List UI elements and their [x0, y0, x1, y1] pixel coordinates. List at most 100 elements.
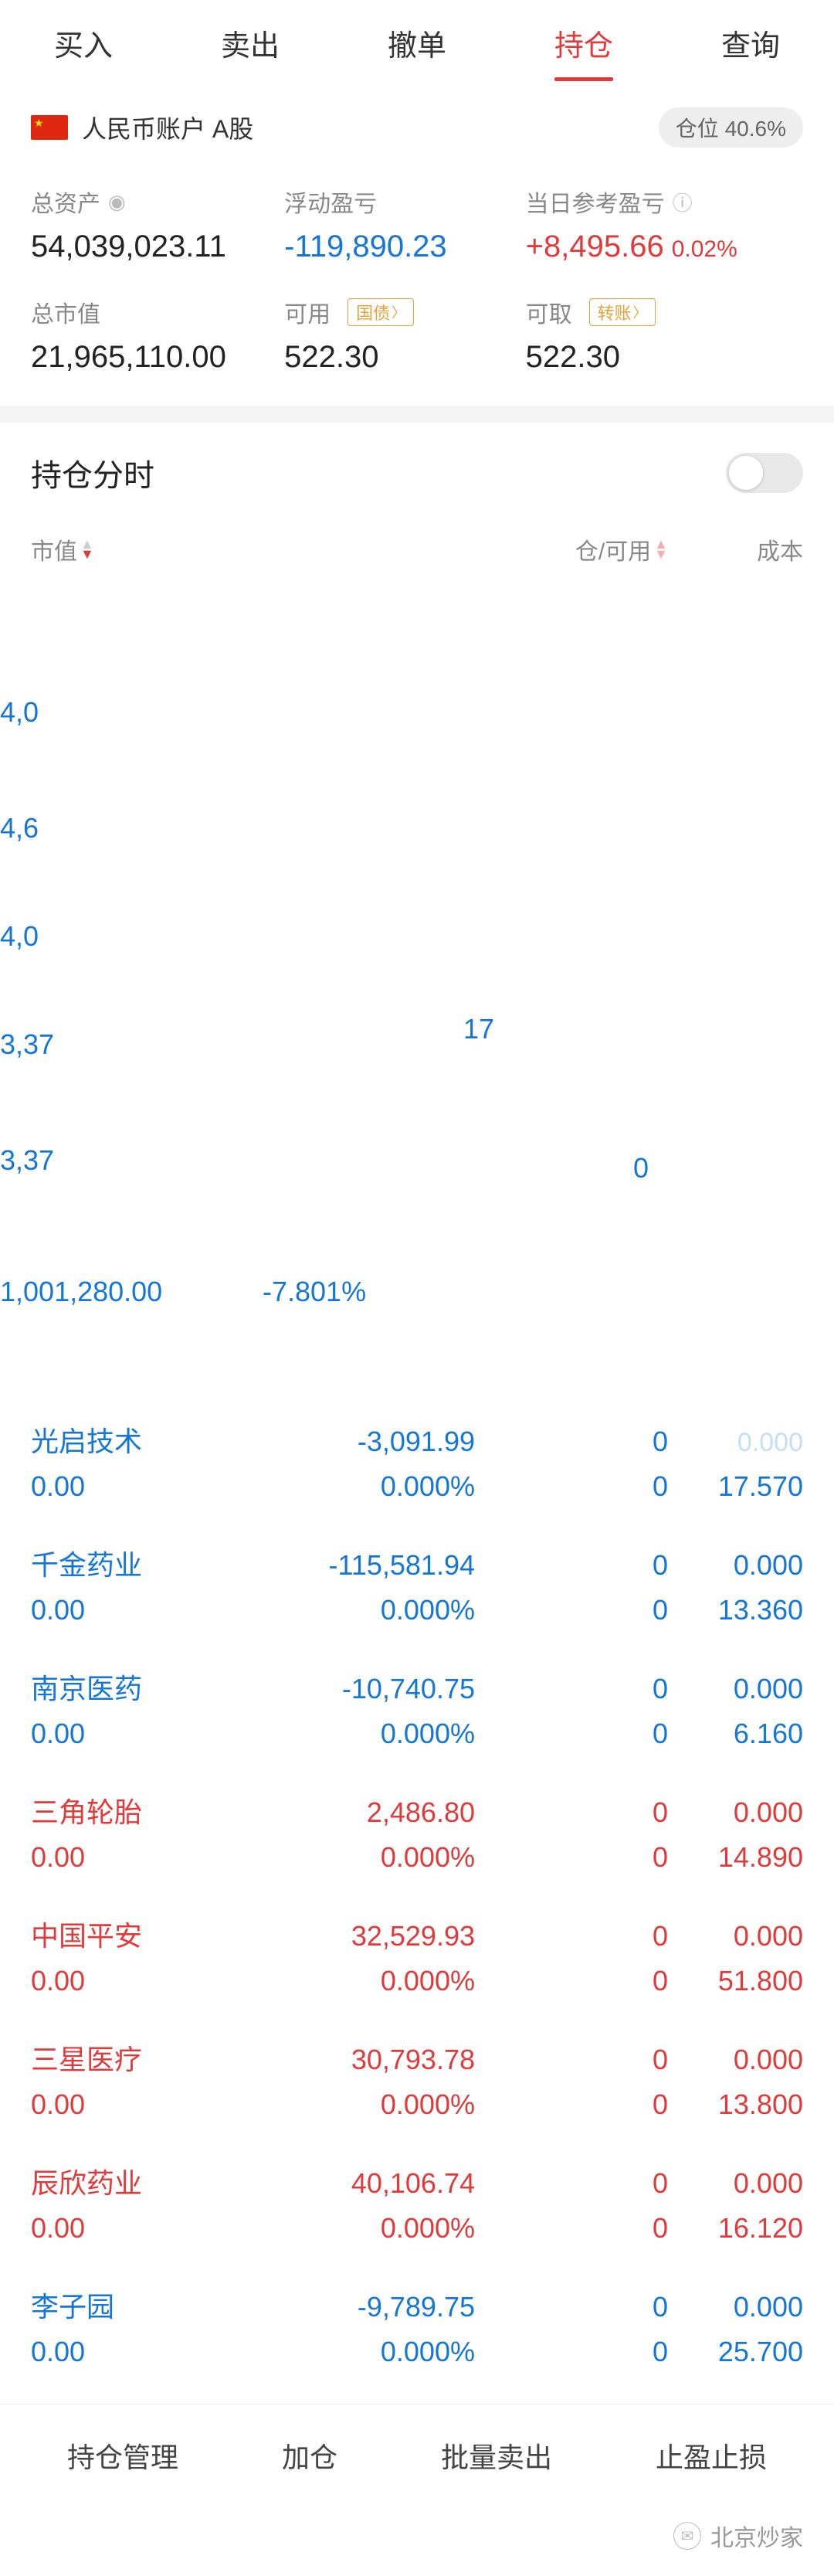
total-mkt-label: 总市值 — [31, 295, 284, 329]
tab-sell[interactable]: 卖出 — [213, 22, 287, 73]
cost1: 0.000 — [668, 2167, 803, 2200]
pl-value: -3,091.99 — [282, 1426, 475, 1458]
stock-name: 南京医药 — [31, 1667, 282, 1707]
qty2: 0 — [475, 2336, 668, 2368]
cost2: 25.700 — [668, 2336, 803, 2368]
pct: 0.000% — [282, 2336, 475, 2368]
qty2: 0 — [475, 2212, 668, 2245]
pct: 0.000% — [282, 1470, 475, 1503]
redacted-fragment: 0 — [633, 1152, 649, 1184]
cost2: 14.890 — [668, 1841, 803, 1874]
stock-name: 中国平安 — [31, 1914, 282, 1954]
col-qty[interactable]: 仓/可用▲▼ — [475, 532, 668, 566]
withdrawable-value: 522.30 — [526, 340, 803, 375]
mkt-value: 0.00 — [31, 1718, 282, 1750]
column-headers: 市值▲▼ 仓/可用▲▼ 成本 — [0, 523, 834, 580]
cost2: 17.570 — [668, 1470, 803, 1503]
cost1: 0.000 — [668, 1673, 803, 1705]
mkt-value: 0.00 — [31, 1594, 282, 1626]
cost1: 0.000 — [668, 1796, 803, 1829]
float-pl-label: 浮动盈亏 — [284, 185, 526, 219]
cost2: 51.800 — [668, 1965, 803, 1997]
holding-row[interactable]: 南京医药-10,740.7500.0000.000.000%06.160 — [31, 1647, 803, 1770]
holding-row[interactable]: 千金药业-115,581.9400.000 0.000.000%013.360 — [31, 1523, 803, 1647]
qty1: 0 — [475, 2044, 668, 2076]
tab-position[interactable]: 持仓 — [547, 22, 621, 73]
holding-row[interactable]: 三角轮胎2,486.8000.0000.000.000%014.890 — [31, 1770, 803, 1894]
stock-name: 辰欣药业 — [31, 2161, 282, 2201]
redacted-fragment: 4,0 — [0, 920, 39, 953]
qty1: 0 — [475, 1426, 668, 1458]
tab-query[interactable]: 查询 — [714, 22, 788, 73]
section-title: 持仓分时 — [31, 450, 154, 495]
col-cost[interactable]: 成本 — [668, 532, 803, 566]
pl-value: 2,486.80 — [282, 1796, 475, 1829]
transfer-button[interactable]: 转账〉 — [589, 298, 656, 326]
available-value: 522.30 — [284, 340, 526, 375]
cost1: 0.000 — [668, 1428, 803, 1458]
holding-row[interactable]: 辰欣药业40,106.7400.0000.000.000%016.120 — [31, 2141, 803, 2265]
holding-row[interactable]: 三星医疗30,793.7800.0000.000.000%013.800 — [31, 2017, 803, 2141]
pl-value: -9,789.75 — [282, 2291, 475, 2323]
cost1: 0.000 — [668, 1920, 803, 1952]
stock-name: 三星医疗 — [31, 2037, 282, 2078]
tab-cancel[interactable]: 撤单 — [380, 22, 454, 73]
pct: 0.000% — [282, 1718, 475, 1750]
redacted-fragment: 17 — [463, 1013, 494, 1045]
qty1: 0 — [475, 1796, 668, 1829]
holding-row[interactable]: 李子园-9,789.7500.0000.000.000%025.700 — [31, 2265, 803, 2388]
btn-manage[interactable]: 持仓管理 — [67, 2435, 178, 2476]
mkt-value: 0.00 — [31, 2212, 282, 2245]
stock-name: 三角轮胎 — [31, 1790, 282, 1830]
btn-batch-sell[interactable]: 批量卖出 — [441, 2435, 552, 2476]
pl-value: -115,581.94 — [282, 1549, 475, 1582]
qty2: 0 — [475, 2088, 668, 2121]
cost1: 0.000 — [668, 2044, 803, 2076]
cost1: 0.000 — [668, 1549, 803, 1582]
eye-icon[interactable]: ◉ — [108, 190, 126, 214]
holding-row[interactable]: 光启技术-3,091.9900.000 0.000.000%017.570 — [31, 1399, 803, 1523]
qty1: 0 — [475, 1549, 668, 1582]
cost2: 13.360 — [668, 1594, 803, 1626]
position-pill[interactable]: 仓位 40.6% — [659, 107, 803, 148]
col-market-value[interactable]: 市值▲▼ — [31, 532, 282, 566]
pl-value: 32,529.93 — [282, 1920, 475, 1952]
qty1: 0 — [475, 2167, 668, 2200]
bottom-bar: 持仓管理 加仓 批量卖出 止盈止损 — [0, 2404, 834, 2503]
tab-buy[interactable]: 买入 — [46, 22, 120, 73]
day-pl-value: +8,495.660.02% — [526, 229, 803, 264]
holding-row[interactable]: 中国平安32,529.9300.0000.000.000%051.800 — [31, 1894, 803, 2017]
qty2: 0 — [475, 1470, 668, 1503]
mkt-value: 0.00 — [31, 1841, 282, 1874]
qty2: 0 — [475, 1718, 668, 1750]
mkt-value: 0.00 — [31, 1470, 282, 1503]
btn-add[interactable]: 加仓 — [282, 2435, 337, 2476]
stock-name: 光启技术 — [31, 1419, 282, 1460]
total-assets-label: 总资产 — [31, 185, 100, 219]
btn-stop[interactable]: 止盈止损 — [656, 2435, 767, 2476]
account-row: 人民币账户 A股 仓位 40.6% — [0, 89, 834, 161]
qty1: 0 — [475, 1673, 668, 1705]
day-pl-label: 当日参考盈亏 — [526, 185, 665, 219]
cost1: 0.000 — [668, 2291, 803, 2323]
qty2: 0 — [475, 1594, 668, 1626]
qty2: 0 — [475, 1965, 668, 1997]
redacted-fragment: 4,0 — [0, 696, 39, 729]
pct: 0.000% — [282, 1594, 475, 1626]
redacted-fragment: 1,001,280.00 — [0, 1276, 162, 1308]
qty1: 0 — [475, 1920, 668, 1952]
stats-grid: 总资产◉ 54,039,023.11 浮动盈亏 -119,890.23 当日参考… — [0, 161, 834, 406]
withdrawable-label: 可取 — [526, 295, 572, 329]
pl-value: 40,106.74 — [282, 2167, 475, 2200]
info-icon[interactable]: ⓘ — [673, 188, 693, 216]
pl-value: -10,740.75 — [282, 1673, 475, 1705]
stock-name: 千金药业 — [31, 1543, 282, 1583]
footer-credit: ✉ 北京炒家 — [0, 2503, 834, 2576]
redacted-area: 4,04,64,03,37173,3701,001,280.00-7.801% — [0, 580, 834, 1399]
pct: 0.000% — [282, 1965, 475, 1997]
holdings-list: 光启技术-3,091.9900.0000.000.000%017.570千金药业… — [0, 1399, 834, 2388]
bond-button[interactable]: 国债〉 — [348, 298, 414, 326]
toggle-switch[interactable] — [726, 453, 803, 493]
redacted-fragment: -7.801% — [263, 1276, 366, 1308]
pl-value: 30,793.78 — [282, 2044, 475, 2076]
